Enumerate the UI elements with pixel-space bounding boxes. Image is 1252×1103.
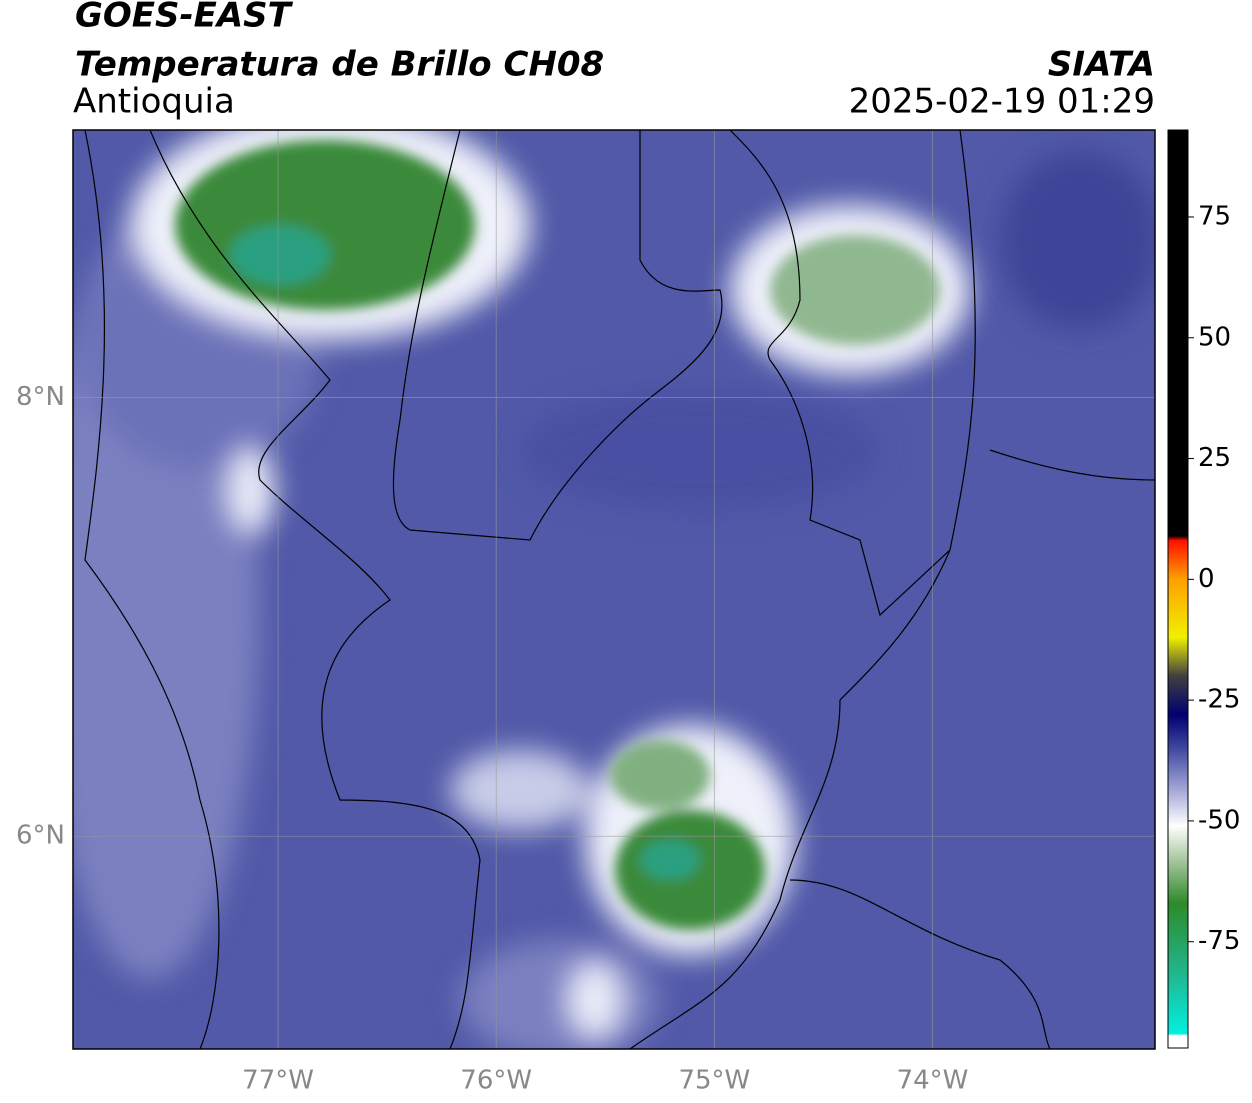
graticule [73, 130, 1155, 1049]
boundaries [84, 130, 1155, 1049]
colorbar-tick-label: -75 [1198, 926, 1240, 956]
x-tick-label: 74°W [897, 1066, 969, 1096]
x-tick-label: 76°W [460, 1066, 532, 1096]
clouds-core [175, 140, 940, 930]
colorbar-tick-label: -50 [1198, 805, 1240, 835]
map-frame [72, 129, 1156, 1050]
colorbar [1167, 129, 1189, 1049]
colorbar-tick-label: 50 [1198, 322, 1231, 352]
colorbar-tick-label: -25 [1198, 685, 1240, 715]
source: SIATA [1048, 45, 1155, 85]
region: Antioquia [73, 82, 235, 122]
colorbar-tick-label: 0 [1198, 564, 1215, 594]
x-tick-label: 77°W [242, 1066, 314, 1096]
colorbar-tick-label: 25 [1198, 443, 1231, 473]
title: GOES-EAST [75, 0, 294, 36]
map-image [73, 130, 1155, 1049]
colorbar-tick-label: 75 [1198, 201, 1231, 231]
y-tick-label: 6°N [16, 821, 65, 851]
y-tick-label: 8°N [16, 382, 65, 412]
subtitle: Temperatura de Brillo CH08 [75, 45, 604, 85]
x-tick-label: 75°W [678, 1066, 750, 1096]
timestamp: 2025-02-19 01:29 [849, 82, 1155, 122]
